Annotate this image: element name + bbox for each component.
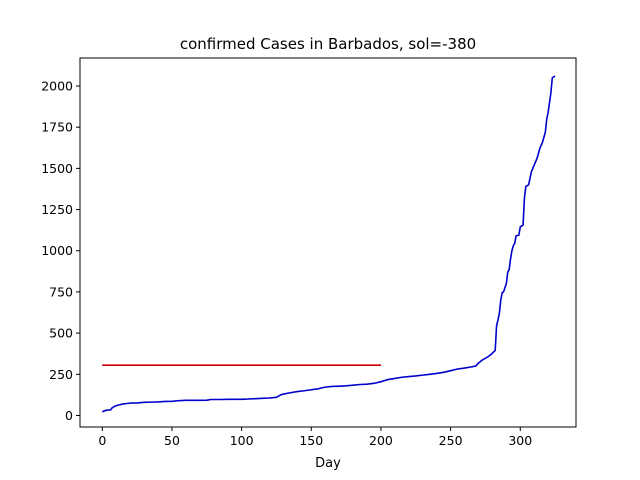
x-tick-label: 150: [299, 433, 323, 448]
x-tick-label: 300: [508, 433, 532, 448]
series-line-0: [101, 75, 556, 413]
y-tick-label: 1750: [41, 120, 73, 135]
y-tick-label: 750: [49, 284, 73, 299]
y-tick-label: 2000: [41, 79, 73, 94]
y-tick-label: 1250: [41, 202, 73, 217]
y-tick-label: 500: [49, 326, 73, 341]
x-tick-label: 50: [164, 433, 180, 448]
x-tick-label: 100: [230, 433, 254, 448]
x-tick-label: 250: [439, 433, 463, 448]
x-tick-label: 0: [98, 433, 106, 448]
x-tick-label: 200: [369, 433, 393, 448]
plot-frame: [79, 57, 577, 428]
x-axis-label: Day: [315, 456, 341, 471]
chart-title: confirmed Cases in Barbados, sol=-380: [180, 35, 476, 53]
y-tick-label: 0: [65, 408, 73, 423]
y-tick-label: 250: [49, 367, 73, 382]
y-tick-label: 1500: [41, 161, 73, 176]
y-tick-label: 1000: [41, 243, 73, 258]
